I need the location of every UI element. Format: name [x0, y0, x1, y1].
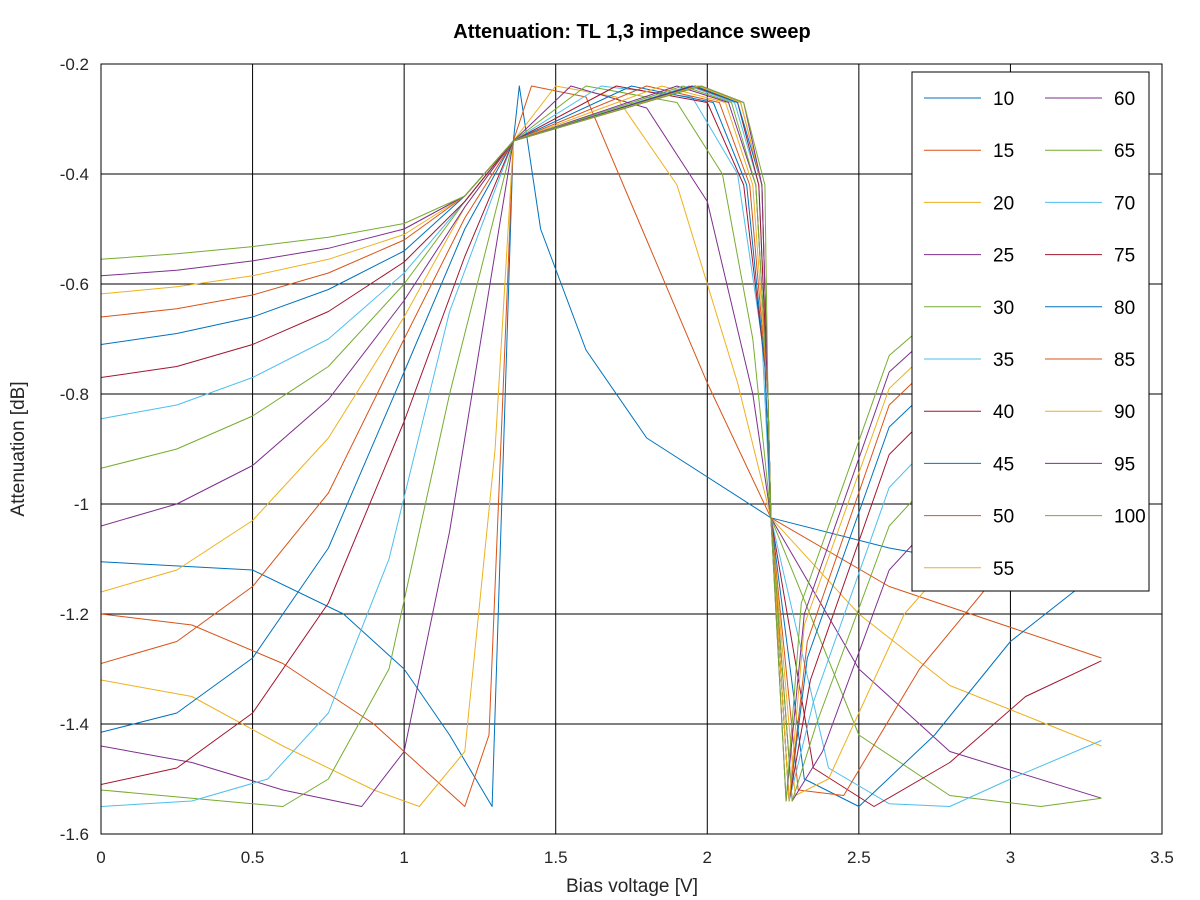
- legend-label-20: 20: [993, 193, 1014, 214]
- x-tick-labels: 0 0.5 1 1.5 2 2.5 3 3.5: [96, 848, 1174, 867]
- plot-frame: [100, 63, 1163, 835]
- x-tick-label: 0: [96, 848, 105, 867]
- chart-title: Attenuation: TL 1,3 impedance sweep: [453, 21, 810, 43]
- x-tick-label: 2.5: [847, 848, 871, 867]
- y-axis-title: Attenuation [dB]: [8, 381, 29, 516]
- series-line-30: [101, 85, 1102, 807]
- series-line-65: [101, 85, 1102, 802]
- x-tick-label: 3: [1006, 848, 1015, 867]
- x-tick-label: 3.5: [1150, 848, 1174, 867]
- series-line-60: [101, 85, 1102, 802]
- y-tick-label: -0.6: [60, 275, 89, 294]
- series-line-45: [101, 85, 1102, 807]
- legend-label-45: 45: [993, 454, 1014, 475]
- y-tick-label: -0.8: [60, 385, 89, 404]
- series-line-40: [101, 85, 1102, 807]
- legend-label-75: 75: [1114, 246, 1135, 267]
- legend-label-55: 55: [993, 559, 1014, 580]
- legend-label-90: 90: [1114, 402, 1135, 423]
- legend-label-35: 35: [993, 350, 1014, 371]
- series-line-70: [101, 85, 1102, 802]
- y-tick-label: -1.6: [60, 825, 89, 844]
- legend-label-95: 95: [1114, 454, 1135, 475]
- y-tick-label: -0.2: [60, 55, 89, 74]
- legend-label-30: 30: [993, 298, 1014, 319]
- legend-label-50: 50: [993, 507, 1014, 528]
- series-line-55: [101, 85, 1102, 796]
- x-tick-label: 0.5: [241, 848, 265, 867]
- series-line-100: [101, 85, 1102, 802]
- legend-label-15: 15: [993, 141, 1014, 162]
- x-tick-label: 1.5: [544, 848, 568, 867]
- series-line-25: [101, 85, 1102, 807]
- legend: 10 15 20 25 30 35 40 45 50 55 60 65 70 75 80 85 90 95 100: [911, 71, 1150, 592]
- series-line-90: [101, 85, 1102, 802]
- y-tick-label: -1.4: [60, 715, 89, 734]
- legend-label-65: 65: [1114, 141, 1135, 162]
- legend-label-60: 60: [1114, 89, 1135, 110]
- legend-label-25: 25: [993, 246, 1014, 267]
- y-tick-label: -1.2: [60, 605, 89, 624]
- series-line-35: [101, 85, 1102, 807]
- y-tick-label: -1: [74, 495, 89, 514]
- legend-label-70: 70: [1114, 193, 1135, 214]
- y-tick-labels: -1.6 -1.4 -1.2 -1 -0.8 -0.6 -0.4 -0.2: [60, 55, 89, 844]
- series-lines: [101, 85, 1102, 807]
- x-axis-title: Bias voltage [V]: [566, 876, 698, 897]
- series-line-10: [101, 85, 1102, 807]
- legend-box: [911, 71, 1150, 592]
- legend-label-100: 100: [1114, 507, 1146, 528]
- series-line-80: [101, 85, 1102, 802]
- legend-label-40: 40: [993, 402, 1014, 423]
- x-tick-label: 2: [703, 848, 712, 867]
- legend-label-85: 85: [1114, 350, 1135, 371]
- legend-label-80: 80: [1114, 298, 1135, 319]
- series-line-50: [101, 85, 1102, 796]
- x-tick-label: 1: [399, 848, 408, 867]
- y-tick-label: -0.4: [60, 165, 89, 184]
- legend-label-10: 10: [993, 89, 1014, 110]
